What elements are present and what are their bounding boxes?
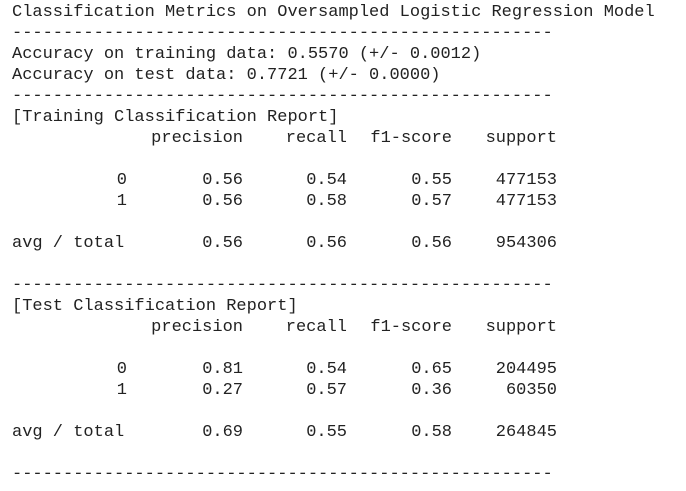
column-header: support [485,129,557,148]
cell: 0.57 [411,192,452,211]
cell: 0.54 [306,360,347,379]
separator: ----------------------------------------… [12,24,553,43]
separator: ----------------------------------------… [12,465,553,484]
accuracy-line: Accuracy on training data: 0.5570 (+/- 0… [12,45,482,64]
row-label: 0 [116,360,127,379]
cell: 60350 [505,381,557,400]
separator: ----------------------------------------… [12,276,553,295]
column-header: f1-score [370,129,452,148]
accuracy-line: Accuracy on test data: 0.7721 (+/- 0.000… [12,66,441,85]
cell: 0.55 [306,423,347,442]
cell: 0.56 [202,234,243,253]
row-label: avg / total [12,423,125,442]
report-title: [Training Classification Report] [12,108,339,127]
column-header: precision [151,129,243,148]
row-label: avg / total [12,234,125,253]
cell: 0.69 [202,423,243,442]
title: Classification Metrics on Oversampled Lo… [12,3,655,22]
cell: 0.81 [202,360,243,379]
cell: 477153 [495,192,557,211]
report-title: [Test Classification Report] [12,297,298,316]
cell: 0.55 [411,171,452,190]
cell: 0.57 [306,381,347,400]
cell: 0.56 [202,192,243,211]
cell: 264845 [495,423,557,442]
row-label: 1 [116,381,127,400]
separator: ----------------------------------------… [12,87,553,106]
cell: 0.27 [202,381,243,400]
cell: 0.56 [202,171,243,190]
cell: 0.65 [411,360,452,379]
row-label: 0 [116,171,127,190]
cell: 0.56 [306,234,347,253]
column-header: recall [285,318,347,337]
cell: 204495 [495,360,557,379]
column-header: recall [285,129,347,148]
cell: 477153 [495,171,557,190]
cell: 0.58 [411,423,452,442]
cell: 954306 [495,234,557,253]
cell: 0.36 [411,381,452,400]
column-header: f1-score [370,318,452,337]
cell: 0.56 [411,234,452,253]
column-header: precision [151,318,243,337]
cell: 0.58 [306,192,347,211]
row-label: 1 [116,192,127,211]
column-header: support [485,318,557,337]
cell: 0.54 [306,171,347,190]
